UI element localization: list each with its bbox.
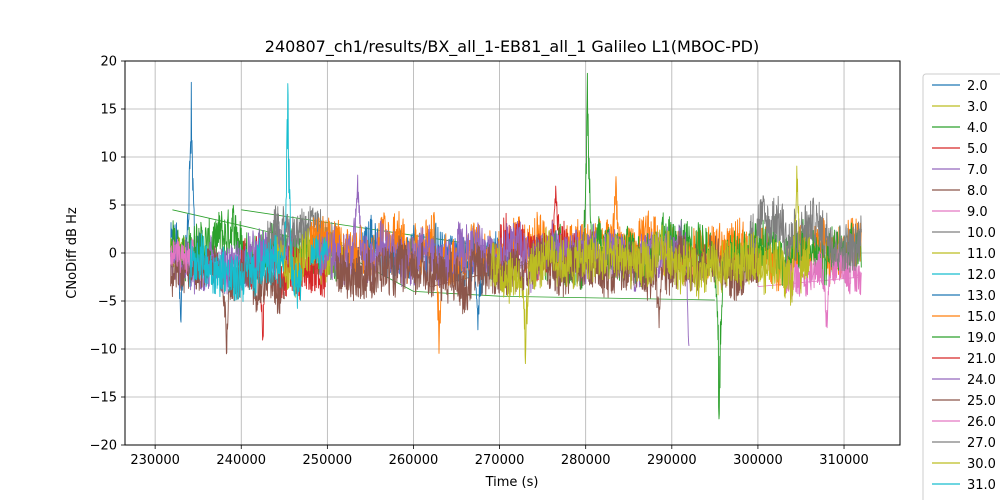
legend-label-4.0: 4.0 bbox=[967, 121, 988, 136]
x-tick-label: 260000 bbox=[389, 453, 439, 468]
legend-label-5.0: 5.0 bbox=[967, 142, 988, 157]
y-tick-label: −5 bbox=[98, 295, 117, 310]
series-line-30.0 bbox=[490, 165, 811, 365]
legend-label-25.0: 25.0 bbox=[967, 394, 996, 409]
y-tick-label: −20 bbox=[90, 439, 117, 454]
legend-label-15.0: 15.0 bbox=[967, 310, 996, 325]
series-group bbox=[170, 72, 862, 420]
legend-label-3.0: 3.0 bbox=[967, 100, 988, 115]
legend-label-9.0: 9.0 bbox=[967, 205, 988, 220]
series-layer bbox=[170, 72, 862, 420]
legend-label-2.0: 2.0 bbox=[967, 79, 988, 94]
legend-label-27.0: 27.0 bbox=[967, 436, 996, 451]
legend-label-30.0: 30.0 bbox=[967, 457, 996, 472]
x-tick-label: 280000 bbox=[561, 453, 611, 468]
legend-label-26.0: 26.0 bbox=[967, 415, 996, 430]
series-line-26.0 bbox=[783, 241, 862, 329]
x-tick-label: 270000 bbox=[475, 453, 525, 468]
legend-label-31.0: 31.0 bbox=[967, 478, 996, 493]
y-tick-label: 20 bbox=[100, 55, 117, 70]
x-axis-label: Time (s) bbox=[485, 475, 539, 490]
legend-label-13.0: 13.0 bbox=[967, 289, 996, 304]
series-line-31.0 bbox=[310, 235, 328, 269]
y-tick-label: −10 bbox=[90, 343, 117, 358]
legend-label-7.0: 7.0 bbox=[967, 163, 988, 178]
legend-label-21.0: 21.0 bbox=[967, 352, 996, 367]
x-tick-label: 300000 bbox=[733, 453, 783, 468]
legend-label-11.0: 11.0 bbox=[967, 247, 996, 262]
y-tick-label: 5 bbox=[109, 199, 117, 214]
legend-label-8.0: 8.0 bbox=[967, 184, 988, 199]
x-axis: 230000 240000 250000 260000 270000 280000 2900… bbox=[130, 445, 869, 468]
y-tick-label: 0 bbox=[109, 247, 117, 262]
x-tick-label: 250000 bbox=[303, 453, 353, 468]
legend-label-10.0: 10.0 bbox=[967, 226, 996, 241]
legend-entries: 2.0 3.0 4.0 5.0 7.0 8.0 9.0 10.0 11.0 12.0 13.0 15.… bbox=[932, 79, 996, 493]
x-tick-label: 240000 bbox=[216, 453, 266, 468]
x-tick-label: 230000 bbox=[130, 453, 180, 468]
legend-label-19.0: 19.0 bbox=[967, 331, 996, 346]
y-axis-label: CNoDiff dB Hz bbox=[65, 207, 80, 299]
legend-frame bbox=[922, 73, 1000, 500]
chart-title: 240807_ch1/results/BX_all_1-EB81_all_1 G… bbox=[265, 37, 759, 57]
series-line-27.0 bbox=[748, 195, 862, 273]
series-line-12.0 bbox=[189, 83, 302, 309]
y-tick-label: 15 bbox=[100, 103, 117, 118]
y-tick-label: −15 bbox=[90, 391, 117, 406]
legend-label-24.0: 24.0 bbox=[967, 373, 996, 388]
legend-label-12.0: 12.0 bbox=[967, 268, 996, 283]
y-tick-label: 10 bbox=[100, 151, 117, 166]
legend: 2.0 3.0 4.0 5.0 7.0 8.0 9.0 10.0 11.0 12.0 13.0 15.… bbox=[922, 73, 1000, 500]
x-tick-label: 310000 bbox=[819, 453, 869, 468]
x-tick-label: 290000 bbox=[647, 453, 697, 468]
y-axis: −20 −15 −10 −5 0 5 10 15 20 bbox=[90, 55, 125, 454]
